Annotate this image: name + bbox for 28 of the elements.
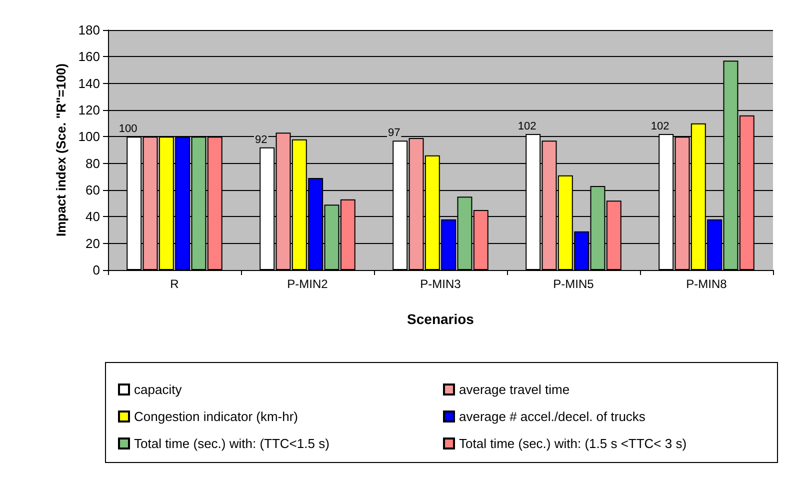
- x-tick-label: P-MIN5: [553, 277, 594, 291]
- y-tick-label: 160: [78, 49, 100, 64]
- y-tick-label: 40: [86, 209, 100, 224]
- x-tick-label: P-MIN8: [686, 277, 728, 291]
- legend-label: Congestion indicator (km-hr): [134, 409, 298, 424]
- data-label: 102: [650, 120, 670, 132]
- data-label: 92: [254, 134, 268, 146]
- legend-label: average # accel./decel. of trucks: [459, 409, 646, 424]
- data-label: 102: [518, 120, 536, 132]
- x-tick-label: R: [170, 277, 180, 291]
- legend-label: capacity: [134, 382, 182, 397]
- legend-label: average travel time: [459, 382, 570, 397]
- data-label: 97: [388, 127, 400, 140]
- y-tick-label: 100: [78, 129, 100, 144]
- legend-label: Total time (sec.) with: (TTC<1.5 s): [134, 436, 330, 451]
- data-label: 100: [118, 123, 138, 136]
- x-axis-title: Scenarios: [407, 311, 474, 327]
- y-tick-label: 80: [86, 156, 100, 171]
- x-tick-label: P-MIN2: [287, 277, 328, 291]
- y-tick-label: 60: [86, 182, 100, 198]
- x-tick-label: P-MIN3: [420, 277, 462, 291]
- y-tick-label: 140: [78, 76, 100, 91]
- legend-label: Total time (sec.) with: (1.5 s <TTC< 3 s): [459, 436, 687, 451]
- y-tick-label: 180: [78, 22, 100, 38]
- y-axis-title: Impact index (Sce. "R"=100): [53, 63, 68, 237]
- y-tick-label: 120: [78, 102, 100, 118]
- y-tick-label: 20: [86, 236, 100, 251]
- y-tick-label: 0: [92, 262, 100, 278]
